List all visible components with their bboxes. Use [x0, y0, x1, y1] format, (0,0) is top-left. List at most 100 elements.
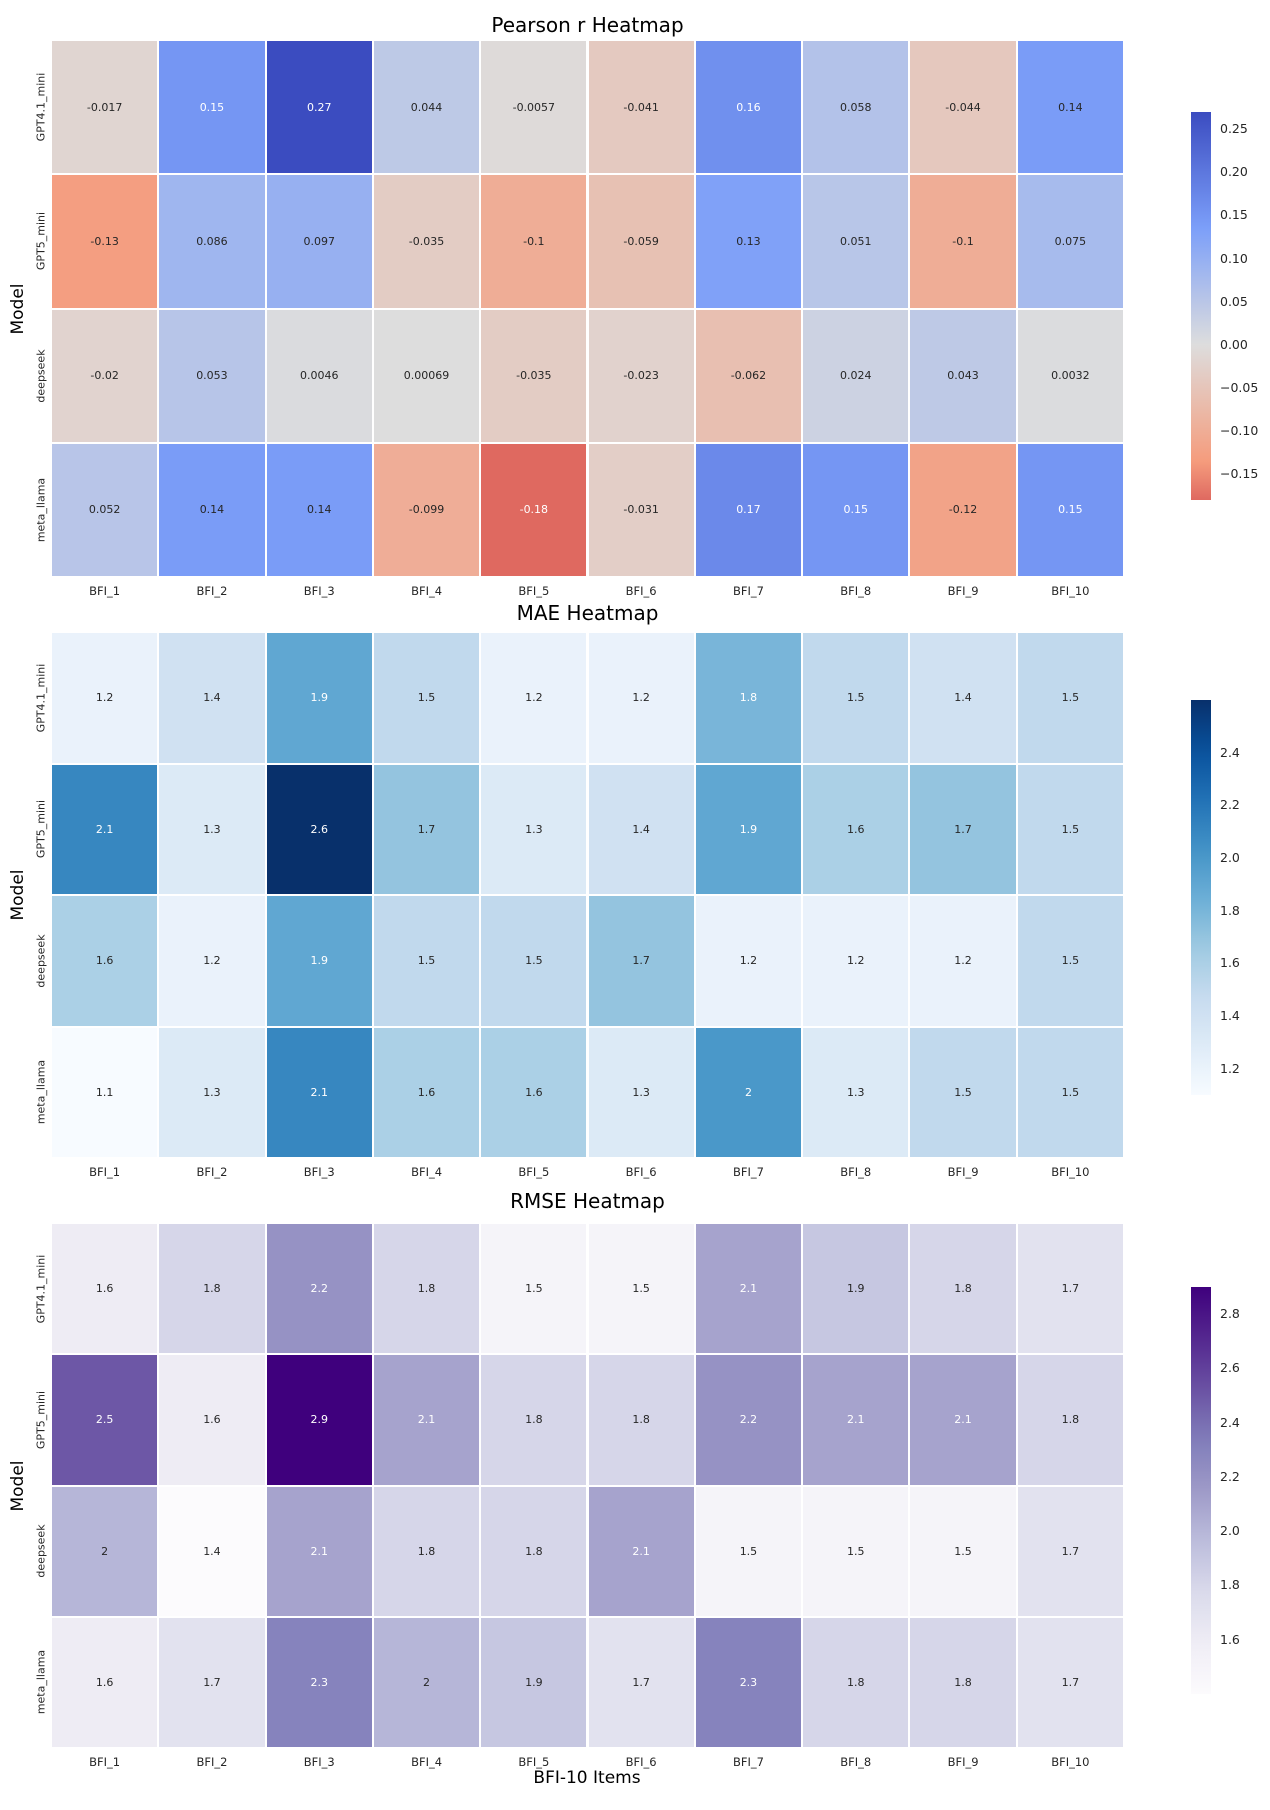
colorbar-tick-label: 2.8	[1220, 1306, 1240, 1322]
cell-value: 1.2	[203, 954, 221, 968]
heatmap-cell: 1.5	[910, 1027, 1016, 1157]
x-axis-title: BFI-10 Items	[533, 1768, 641, 1788]
y-tick-label: deepseek	[34, 934, 48, 988]
heatmap-cell: 0.14	[1017, 41, 1123, 174]
cell-value: 0.13	[736, 234, 761, 248]
heatmap-cell: 1.7	[588, 1617, 694, 1747]
cell-value: 0.16	[736, 100, 761, 114]
heatmap-cell: 1.4	[159, 1486, 265, 1616]
heatmap-cell: 1.7	[159, 1617, 265, 1747]
heatmap-title: Pearson r Heatmap	[491, 13, 684, 37]
heatmap-cell: 2.2	[266, 1224, 372, 1354]
heatmap-cell: 2	[373, 1617, 480, 1747]
heatmap-cell: 1.5	[910, 1486, 1016, 1616]
heatmap-cell: -0.059	[588, 175, 694, 308]
x-tick-label: BFI_6	[625, 1165, 657, 1179]
heatmap-cell: -0.023	[588, 309, 694, 442]
heatmap-cell: 0.075	[1017, 175, 1123, 308]
heatmap-cell: 2.1	[695, 1224, 802, 1354]
cell-value: 0.27	[306, 100, 332, 114]
heatmap-cell: 1.5	[803, 1486, 909, 1616]
heatmap-cell: 1.5	[1017, 1027, 1123, 1157]
cell-value: -0.12	[948, 503, 978, 517]
y-tick-label: meta_llama	[34, 1060, 48, 1125]
colorbar-tick-label: 2.0	[1220, 1523, 1240, 1539]
heatmap-cell: 0.086	[159, 175, 265, 308]
heatmap-cell: 0.15	[1017, 443, 1123, 576]
heatmap-cell: -0.041	[588, 41, 694, 174]
cell-value: 0.00069	[403, 369, 450, 383]
x-tick-label: BFI_8	[840, 1165, 872, 1179]
cell-value: 2.1	[95, 822, 114, 836]
heatmap-cell: 1.7	[373, 764, 480, 894]
cell-value: 1.4	[203, 1544, 221, 1558]
heatmap-title: RMSE Heatmap	[510, 1189, 665, 1213]
heatmap-cell: 1.7	[1017, 1486, 1123, 1616]
x-tick-label: BFI_1	[89, 1755, 121, 1769]
x-tick-label: BFI_9	[947, 1165, 979, 1179]
colorbar-tick-label: 1.8	[1220, 902, 1240, 918]
cell-value: 0.075	[1054, 234, 1087, 248]
x-tick-label: BFI_5	[518, 1165, 550, 1179]
heatmap-cell: 1.6	[52, 1224, 158, 1354]
colorbar-tick-label: 1.8	[1220, 1577, 1240, 1593]
heatmap-cell: 1.9	[481, 1617, 587, 1747]
cell-value: 1.8	[954, 1282, 972, 1296]
cell-value: -0.0057	[512, 100, 556, 114]
x-tick-label: BFI_4	[411, 1165, 443, 1179]
cell-value: 1.5	[1061, 954, 1080, 968]
cell-value: 2.1	[954, 1413, 972, 1427]
cell-value: -0.059	[623, 234, 659, 248]
heatmap-cell: 0.053	[159, 309, 265, 442]
heatmap-cell: 1.7	[588, 896, 694, 1026]
cell-value: 0.097	[303, 234, 335, 248]
heatmap-cell: -0.1	[910, 175, 1016, 308]
heatmap-title: MAE Heatmap	[516, 601, 659, 625]
cell-value: 0.0046	[299, 369, 339, 383]
heatmap-cell: 0.14	[266, 443, 372, 576]
cell-value: 1.5	[1061, 1085, 1080, 1099]
cell-value: 1.8	[846, 1675, 865, 1689]
heatmap-cell: 1.4	[588, 764, 694, 894]
colorbar-tick-label: 2.2	[1220, 797, 1240, 813]
heatmap-cell: 1.8	[1017, 1355, 1123, 1485]
heatmap-cell: 1.6	[803, 764, 909, 894]
heatmap-cell: 0.043	[910, 309, 1016, 442]
cell-value: 1.5	[846, 1544, 865, 1558]
heatmap-cell: 1.8	[588, 1355, 694, 1485]
heatmap-cell: 0.27	[266, 41, 372, 174]
x-tick-label: BFI_8	[840, 1755, 872, 1769]
cell-value: 1.2	[525, 691, 543, 705]
x-tick-label: BFI_3	[303, 1755, 335, 1769]
cell-value: 0.14	[199, 503, 225, 517]
cell-value: 1.9	[739, 822, 758, 836]
heatmap-cell: 2.1	[52, 764, 158, 894]
cell-value: 1.9	[310, 954, 328, 968]
colorbar-tick-label: 2.0	[1220, 850, 1240, 865]
x-tick-label: BFI_10	[1051, 584, 1090, 598]
colorbar-tick-label: 1.6	[1220, 955, 1240, 971]
heatmap-cell: 0.044	[373, 41, 480, 174]
y-tick-label: GPT4.1_mini	[34, 1254, 48, 1323]
heatmap-cell: 2.1	[803, 1355, 909, 1485]
x-tick-label: BFI_10	[1051, 1165, 1090, 1179]
heatmap-cell: 2.1	[266, 1027, 372, 1157]
heatmap-cell: -0.062	[695, 309, 802, 442]
cell-value: -0.017	[86, 100, 123, 114]
y-tick-label: GPT4.1_mini	[34, 663, 48, 733]
cell-value: -0.13	[90, 234, 119, 248]
y-tick-label: meta_llama	[34, 1650, 48, 1715]
heatmap-cell: 2.1	[588, 1486, 694, 1616]
cell-value: 1.8	[632, 1413, 650, 1427]
x-tick-label: BFI_1	[89, 1165, 121, 1179]
x-tick-label: BFI_5	[518, 584, 550, 598]
colorbar-tick-label: −0.10	[1220, 423, 1259, 439]
colorbar-tick-label: 2.4	[1220, 1414, 1240, 1430]
cell-value: 1.8	[739, 691, 758, 705]
heatmap-cell: -0.1	[481, 175, 587, 308]
colorbar-tick-label: 0.15	[1220, 207, 1248, 223]
cell-value: 1.6	[417, 1085, 436, 1099]
heatmap-cell: -0.035	[481, 309, 587, 442]
heatmap-cell: 1.5	[588, 1224, 694, 1354]
heatmap-cell: 2.1	[266, 1486, 372, 1616]
